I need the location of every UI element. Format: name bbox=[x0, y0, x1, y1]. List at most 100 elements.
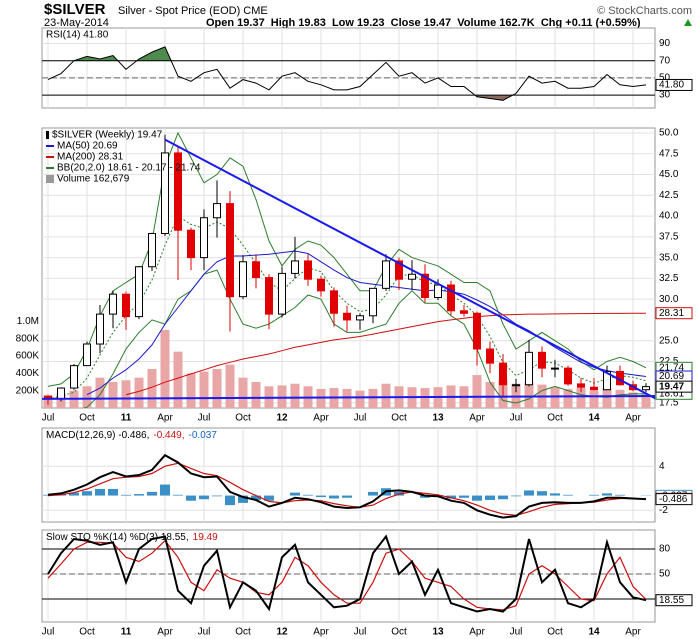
y-tick-label: 30.0 bbox=[659, 294, 679, 305]
y-tick-label: 47.5 bbox=[659, 148, 679, 159]
legend: MACD(12,26,9) -0.486, -0.449, -0.037 bbox=[46, 430, 217, 441]
histogram-bar bbox=[238, 495, 248, 503]
volume-bar bbox=[381, 383, 391, 408]
legend-label: Volume 162,679 bbox=[57, 174, 130, 185]
legend-label: BB(20,2.0) 18.61 - 20.17 - 21.74 bbox=[57, 163, 201, 174]
x-tick-label: Jul bbox=[354, 413, 367, 424]
histogram-bar bbox=[485, 495, 495, 500]
y-tick-label: 90 bbox=[659, 38, 671, 49]
candle-body bbox=[226, 203, 234, 298]
x-tick-label: Oct bbox=[79, 627, 95, 638]
histogram-bar bbox=[199, 495, 209, 500]
value-box-label: 21.74 bbox=[659, 362, 684, 373]
histogram-bar bbox=[602, 493, 612, 496]
volume-bar bbox=[485, 381, 495, 408]
histogram-bar bbox=[472, 495, 482, 501]
legend-part: -0.037 bbox=[189, 430, 218, 441]
line bbox=[47, 453, 647, 519]
candle-body bbox=[265, 277, 273, 315]
legend-icon bbox=[46, 131, 49, 139]
candle-body bbox=[317, 278, 325, 292]
legend-part: 19.49 bbox=[193, 532, 218, 543]
volume-bar bbox=[82, 386, 92, 408]
histogram-bar bbox=[329, 495, 339, 499]
value-box-label: 19.47 bbox=[659, 381, 684, 392]
legend-part: MACD(12,26,9) -0.486, bbox=[46, 430, 149, 441]
value-box bbox=[655, 78, 693, 91]
x-tick-label: 11 bbox=[121, 627, 132, 638]
x-tick-label: 12 bbox=[276, 413, 288, 424]
x-tick-label: 11 bbox=[121, 413, 132, 424]
y-tick-label: 35.0 bbox=[659, 252, 679, 263]
histogram-bar bbox=[615, 494, 625, 496]
histogram-bar bbox=[420, 495, 430, 498]
x-tick-label: Oct bbox=[547, 413, 563, 424]
candle-body bbox=[148, 233, 156, 268]
x-tick-label: Jul bbox=[354, 627, 367, 638]
candle-body bbox=[460, 310, 468, 314]
y-tick-label: 37.5 bbox=[659, 231, 679, 242]
y-tick-label: 4 bbox=[659, 461, 665, 472]
volume-bar bbox=[576, 388, 586, 408]
quote: Open 19.37 High 19.83 Low 19.23 Close 19… bbox=[206, 17, 641, 29]
value-box-label: -0.486 bbox=[659, 494, 688, 505]
y-tick-label: 30 bbox=[659, 90, 671, 101]
legend-part: -0.449, bbox=[153, 430, 184, 441]
volume-bar bbox=[628, 392, 638, 408]
x-tick-label: Apr bbox=[625, 413, 641, 424]
panel-plot bbox=[42, 534, 655, 613]
volume-bar bbox=[277, 385, 287, 408]
trendline bbox=[164, 138, 655, 400]
candle-body bbox=[551, 367, 559, 370]
y2-tick-label: 400K bbox=[16, 368, 40, 379]
histogram-bar bbox=[537, 491, 547, 496]
volume-bar bbox=[472, 375, 482, 408]
y-tick-label: 40.0 bbox=[659, 211, 679, 222]
x-tick-label: Oct bbox=[235, 413, 251, 424]
value-box bbox=[655, 307, 693, 320]
volume-bar bbox=[524, 381, 534, 408]
candle-body bbox=[187, 229, 195, 259]
histogram-bar bbox=[121, 494, 131, 496]
candle-body bbox=[382, 260, 390, 289]
histogram-bar bbox=[550, 493, 560, 496]
histogram-bar bbox=[524, 490, 534, 496]
volume-bar bbox=[121, 380, 131, 408]
y-tick-label: 32.5 bbox=[659, 273, 679, 284]
panel-plot bbox=[42, 453, 655, 519]
histogram-bar bbox=[446, 495, 456, 499]
y-tick-label: 50 bbox=[659, 73, 671, 84]
x-tick-label: 14 bbox=[588, 413, 600, 424]
histogram-bar bbox=[186, 495, 196, 501]
legend-label: MA(200) 28.31 bbox=[57, 152, 124, 163]
line bbox=[47, 539, 647, 611]
volume-bar bbox=[589, 390, 599, 408]
histogram-bar bbox=[563, 494, 573, 496]
candle-body bbox=[161, 152, 169, 235]
candle-body bbox=[525, 351, 533, 386]
histogram-bar bbox=[342, 495, 352, 498]
x-tick-label: 12 bbox=[276, 627, 288, 638]
candle-body bbox=[252, 261, 260, 279]
volume-bar bbox=[199, 371, 209, 408]
candle-body bbox=[434, 284, 442, 298]
histogram-bar bbox=[212, 495, 222, 497]
histogram-bar bbox=[225, 495, 235, 506]
value-box bbox=[655, 380, 693, 393]
x-tick-label: Jul bbox=[198, 627, 211, 638]
histogram-bar bbox=[498, 495, 508, 500]
panel-frame bbox=[41, 529, 656, 623]
y-tick-label: 50.0 bbox=[659, 128, 679, 139]
x-tick-label: Jul bbox=[42, 413, 55, 424]
candle-body bbox=[356, 315, 364, 321]
volume-bar bbox=[290, 383, 300, 408]
volume-bar bbox=[238, 377, 248, 408]
volume-bar bbox=[615, 389, 625, 408]
volume-bar bbox=[602, 388, 612, 408]
histogram-bar bbox=[264, 495, 274, 501]
candle-body bbox=[473, 312, 481, 350]
panel-plot bbox=[42, 131, 655, 408]
histogram-bar bbox=[160, 484, 170, 496]
legend-label: MA(50) 20.69 bbox=[57, 141, 118, 152]
x-tick-label: Oct bbox=[79, 413, 95, 424]
